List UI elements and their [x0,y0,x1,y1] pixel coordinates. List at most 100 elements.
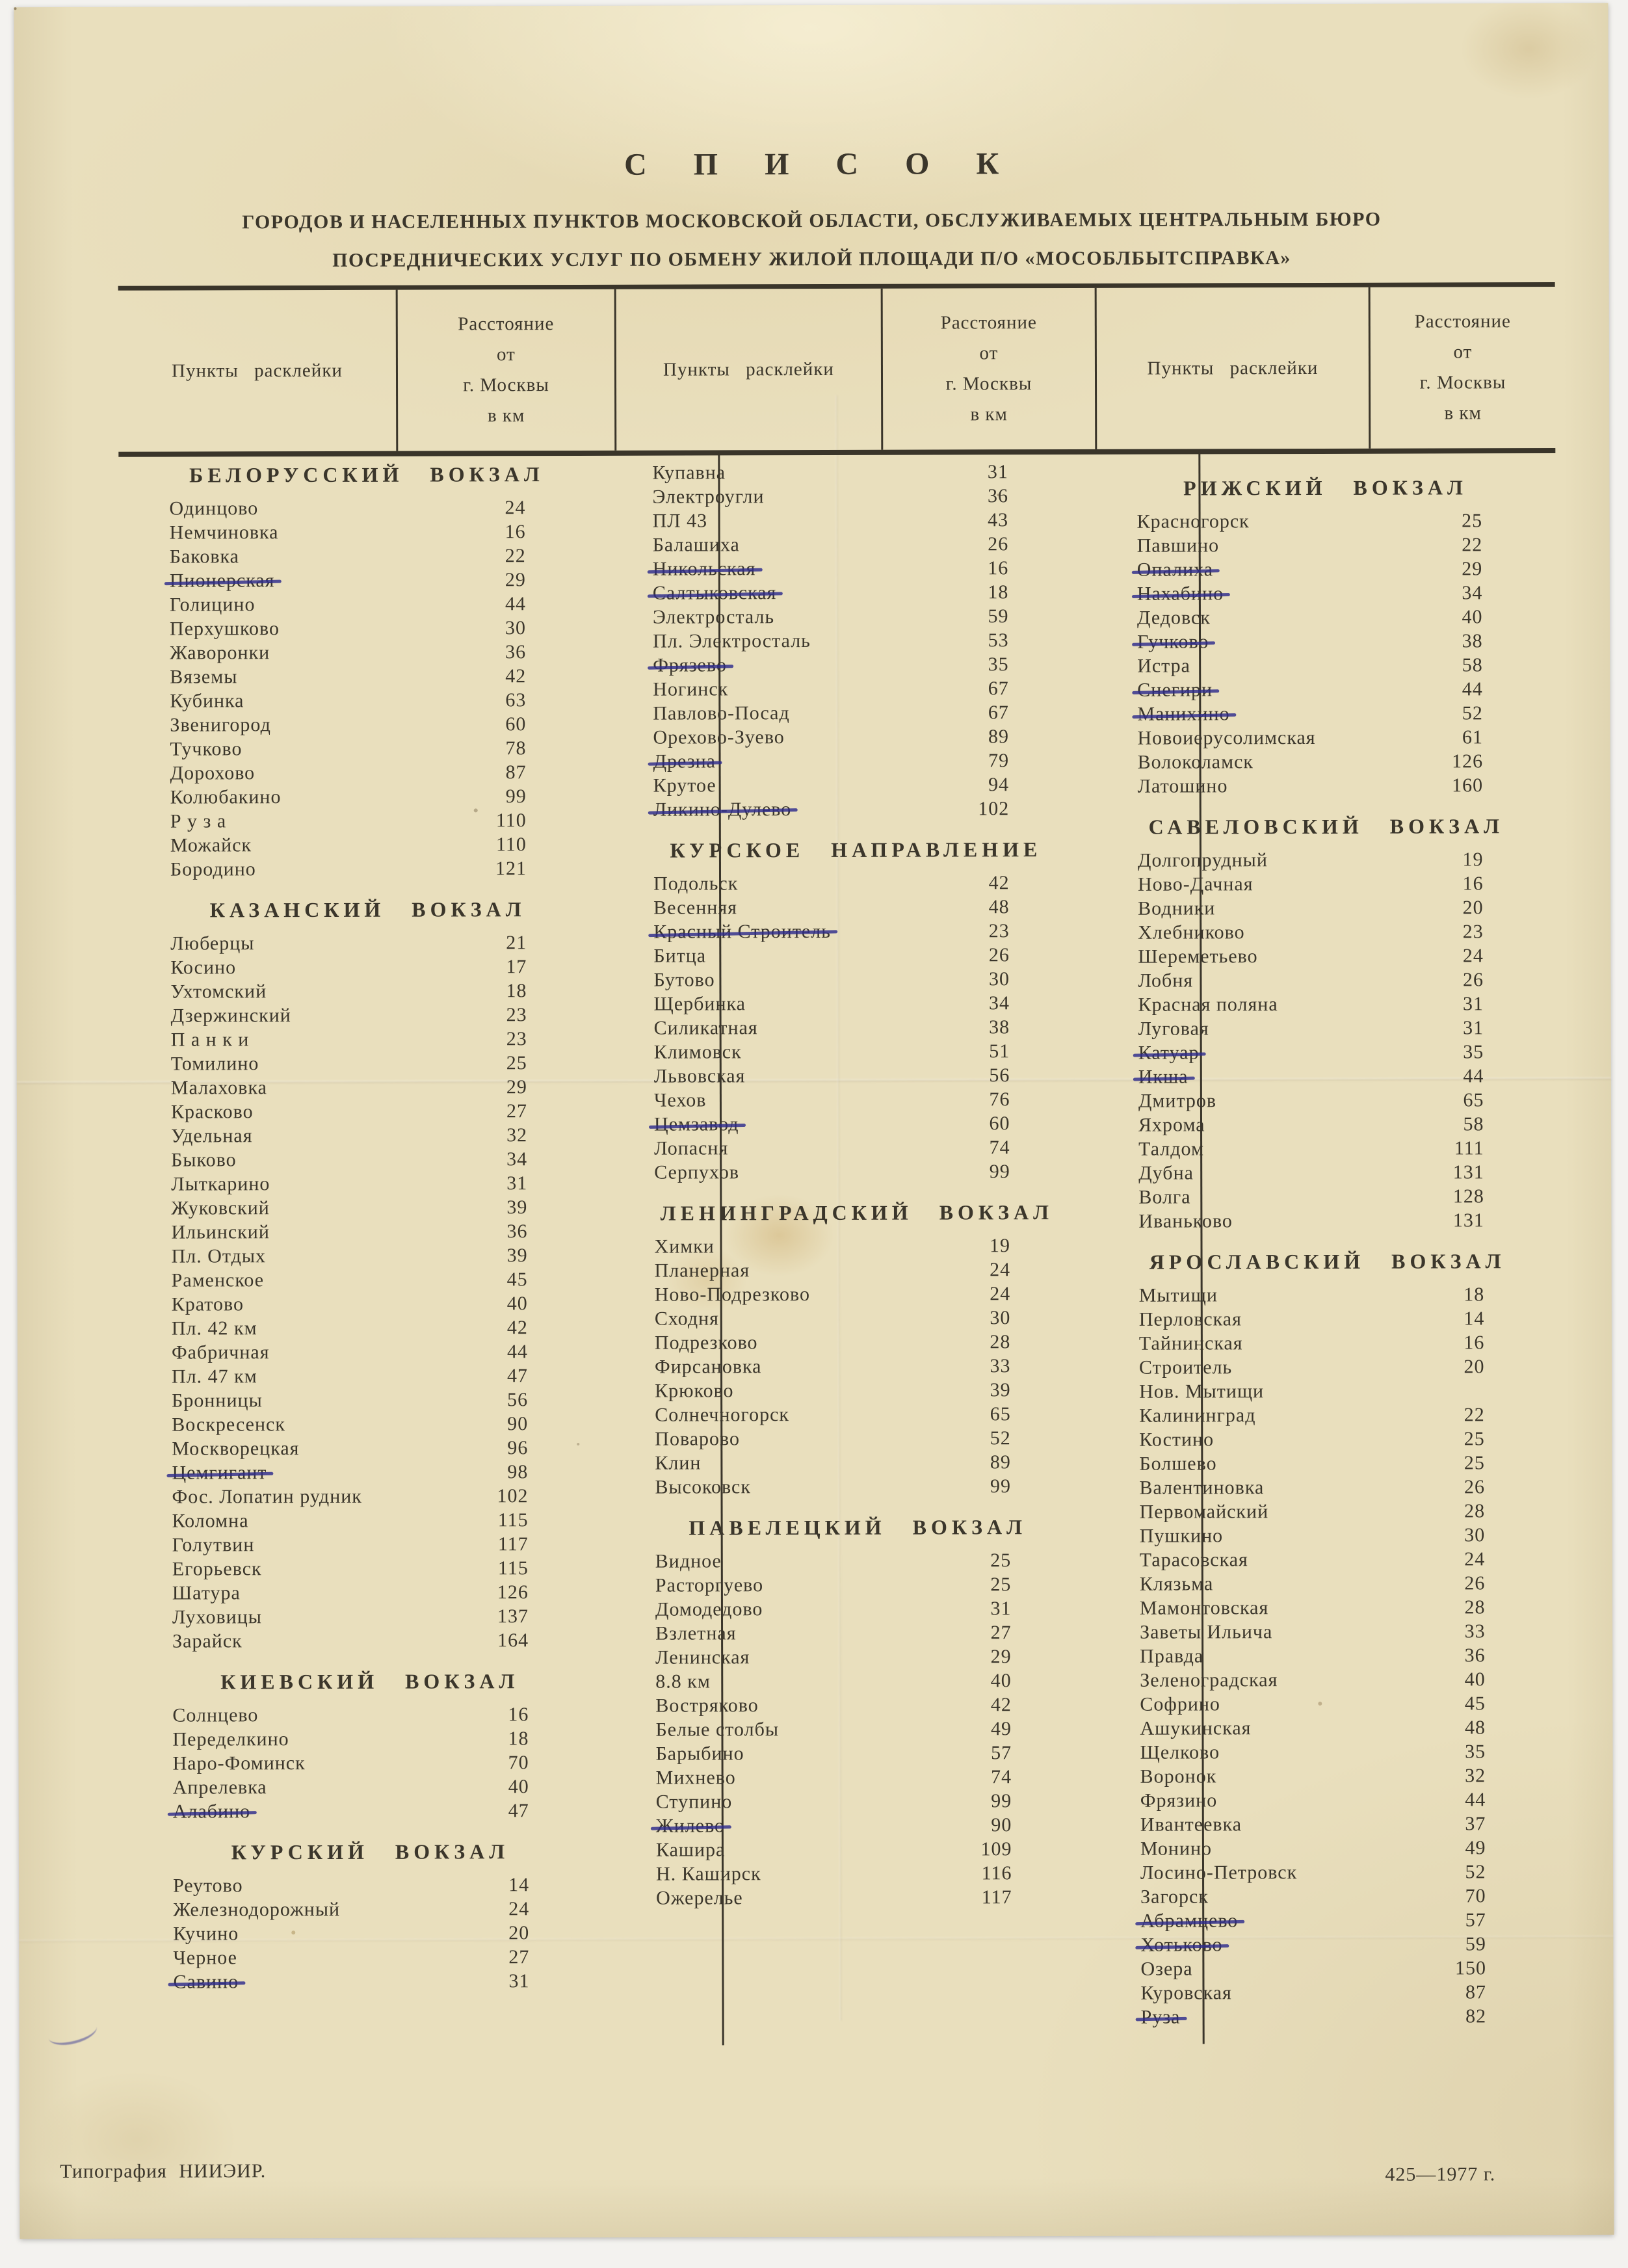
station-row: Красный Строитель 23 [616,919,1096,944]
station-distance: 24 [990,1283,1011,1305]
station-row: Лыткарино 31 [120,1171,616,1196]
station-name: Шереметьево [1138,945,1258,968]
station-column-2: Купавна 31 Электроугли 36 ПЛ 43 43 Балашиха 26 Н… [614,460,1099,2031]
station-row: Барыбино 57 [618,1741,1098,1766]
station-distance: 27 [506,1100,528,1122]
station-name: Серпухов [654,1161,740,1183]
station-row: Хлебниково 23 [1096,919,1556,945]
station-name: Красный Строитель [653,920,831,943]
station-row: Черное 27 [122,1945,618,1970]
station-distance: 25 [1462,510,1483,532]
station-distance: 16 [1462,873,1484,895]
station-row: Крюково 39 [617,1378,1097,1403]
station-name: Кратово [171,1293,244,1315]
station-distance: 48 [1464,1717,1486,1739]
station-row: Фрязево 35 [615,652,1096,678]
station-distance: 38 [989,1016,1010,1038]
station-name: Быково [171,1149,237,1171]
station-name: Раменское [171,1269,265,1291]
station-row: Егорьевск 115 [122,1556,618,1581]
footer-print-code: 425—1977 г. [1385,2163,1496,2185]
station-name: Талдом [1138,1138,1204,1160]
station-name: Ожерелье [656,1887,743,1909]
station-row: Водники 20 [1096,895,1556,921]
station-name: Кучино [173,1923,239,1945]
section-heading: САВЕЛОВСКИЙ ВОКЗАЛ [1148,814,1504,839]
page-subtitle: ГОРОДОВ И НАСЕЛЕННЫХ ПУНКТОВ МОСКОВСКОЙ … [103,200,1520,280]
station-name: Ленинская [655,1646,750,1668]
station-distance: 51 [989,1040,1010,1062]
station-distance: 19 [1462,849,1484,871]
station-name: Красково [170,1101,254,1123]
station-name: Павлово-Посад [653,702,790,724]
station-row: Куровская 87 [1099,1980,1559,2005]
station-name: Ступино [655,1791,733,1813]
station-row: Алабино 47 [122,1799,618,1824]
station-distance: 58 [1462,654,1483,676]
section-heading: ЛЕНИНГРАДСКИЙ ВОКЗАЛ [660,1200,1053,1225]
section-heading: КУРСКОЕ НАПРАВЛЕНИЕ [670,837,1042,862]
station-row: Пл. 47 км 47 [121,1364,617,1389]
station-row: Коломна 115 [122,1508,618,1533]
station-distance: 20 [1462,897,1484,919]
station-name: Софрино [1140,1693,1220,1715]
station-row: Купавна 31 [614,460,1095,485]
station-distance: 90 [507,1413,529,1435]
station-row: Силикатная 38 [616,1015,1097,1040]
station-distance: 22 [505,545,526,567]
station-name: Сходня [654,1308,719,1330]
station-row: Ухтомский 18 [120,979,616,1004]
station-row: Истра 58 [1096,653,1556,678]
station-distance: 36 [987,485,1009,507]
station-distance: 25 [990,1549,1012,1572]
station-row: Львовская 56 [616,1063,1097,1088]
station-row: Электроугли 36 [614,484,1095,509]
station-row: Абрамцево 57 [1099,1908,1559,1933]
station-name: Фрязино [1140,1789,1218,1812]
section-heading: ЯРОСЛАВСКИЙ ВОКЗАЛ [1149,1249,1506,1274]
station-name: Колюбакино [170,786,282,808]
station-distance: 35 [1463,1041,1484,1063]
station-name: Шатура [172,1582,241,1604]
station-name: Косино [170,956,237,979]
station-distance: 19 [989,1235,1011,1257]
station-row: Кратово 40 [121,1291,617,1317]
station-distance: 70 [508,1752,529,1774]
station-name: Электросталь [652,606,775,628]
station-name: Крюково [655,1380,734,1402]
station-name: Ивантеевка [1140,1813,1242,1836]
station-row: Клин 89 [617,1450,1097,1475]
station-row: Сходня 30 [617,1306,1097,1331]
station-distance: 45 [1464,1693,1486,1715]
station-row: Михнево 74 [618,1765,1099,1790]
station-name: Наро-Фоминск [172,1752,306,1774]
station-distance: 18 [1464,1284,1485,1306]
station-name: Взлетная [655,1622,737,1644]
station-distance: 44 [506,1341,528,1363]
station-distance: 40 [506,1293,528,1315]
station-distance: 115 [497,1509,529,1531]
station-distance: 23 [1462,921,1484,943]
station-row: Загорск 70 [1099,1884,1559,1909]
station-name: Дедовск [1136,607,1211,629]
station-distance: 16 [1464,1332,1485,1354]
station-name: Фрязево [653,654,727,676]
station-distance: 49 [990,1718,1012,1740]
station-name: Бородино [170,858,256,880]
station-row: Солнцево 16 [122,1702,618,1728]
page-subtitle-line2: ПОСРЕДНИЧЕСКИХ УСЛУГ ПО ОБМЕНУ ЖИЛОЙ ПЛО… [332,247,1291,271]
station-row: Ликино-Дулево 102 [616,797,1096,822]
station-row: Поварово 52 [617,1426,1097,1451]
station-distance: 126 [497,1581,529,1603]
station-distance: 99 [505,785,527,808]
station-name: Бронницы [172,1390,263,1412]
station-name: Снегири [1137,679,1213,701]
station-distance: 26 [988,944,1010,966]
station-row: Софрино 45 [1098,1691,1558,1717]
station-name: Водники [1138,897,1216,919]
station-distance: 14 [508,1874,530,1896]
station-distance: 126 [1452,750,1484,772]
station-row: Волоколамск 126 [1096,749,1556,774]
station-name: Домодедово [655,1598,763,1620]
station-row: Бородино 121 [120,856,616,882]
